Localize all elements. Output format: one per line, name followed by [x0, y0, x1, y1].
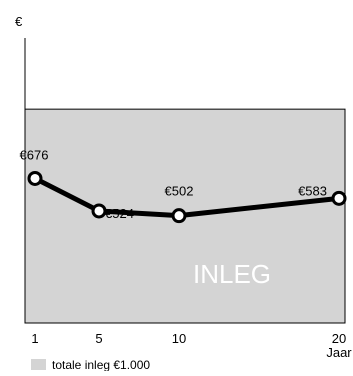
x-tick-label: 20 [332, 331, 346, 346]
y-axis-label: € [15, 14, 23, 29]
series-points [27, 170, 347, 224]
x-axis-ticks: 1 5 10 20 [31, 331, 346, 346]
x-axis-label: Jaar [326, 345, 352, 360]
series-data-labels: €676 €524 €502 €583 [20, 147, 327, 221]
data-label: €524 [105, 206, 134, 221]
legend-label: totale inleg €1.000 [52, 358, 150, 371]
data-point [27, 170, 43, 186]
inleg-band-label: INLEG [193, 259, 271, 289]
x-tick-label: 5 [95, 331, 102, 346]
data-point [171, 208, 187, 224]
legend-swatch [31, 359, 46, 370]
data-label: €502 [165, 184, 194, 199]
x-tick-label: 10 [172, 331, 186, 346]
data-point [91, 203, 107, 219]
data-label: €676 [20, 147, 49, 162]
x-tick-label: 1 [31, 331, 38, 346]
series-line [33, 176, 340, 219]
data-label: €583 [298, 183, 327, 198]
data-point [331, 190, 347, 206]
